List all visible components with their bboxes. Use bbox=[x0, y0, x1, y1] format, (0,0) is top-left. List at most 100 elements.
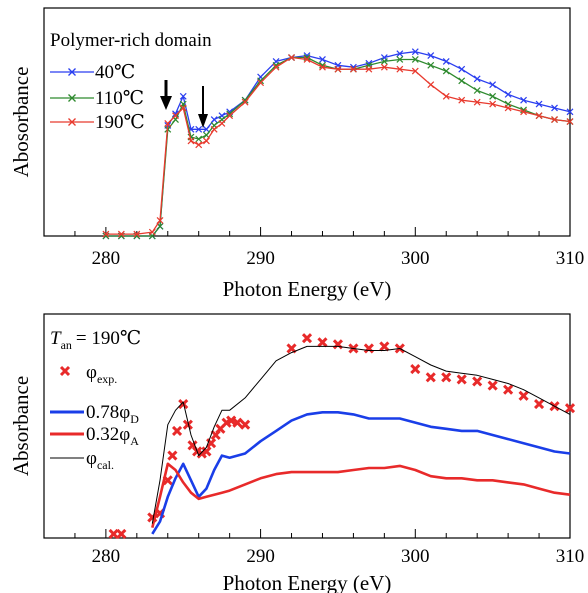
top-series-1-point bbox=[411, 56, 419, 63]
bottom-panel: 280 290 300 310 Absorbance Photon Energy (e… bbox=[9, 313, 585, 593]
top-series-1-point bbox=[226, 110, 234, 118]
legend-cal: φcal. bbox=[50, 448, 114, 472]
legend-cal-label: φcal. bbox=[86, 448, 114, 472]
top-series-0-point bbox=[551, 104, 558, 112]
bottom-x-tick-label-280: 280 bbox=[92, 546, 121, 567]
top-series-0-point bbox=[473, 75, 481, 83]
top-series-2-point bbox=[241, 98, 249, 106]
top-series-2-point bbox=[195, 141, 203, 149]
top-series-2-point bbox=[187, 137, 195, 145]
top-series-0-line bbox=[105, 51, 571, 237]
top-series-1-point bbox=[241, 96, 249, 104]
top-series-2-point bbox=[411, 67, 419, 75]
bottom-series-0-point bbox=[425, 372, 436, 383]
bottom-series-0-point bbox=[518, 390, 529, 401]
top-title: Polymer-rich domain bbox=[50, 30, 212, 51]
bottom-x-ticks: 280 290 300 310 bbox=[74, 529, 585, 567]
top-series-1-point bbox=[396, 56, 404, 63]
bottom-series-0-point bbox=[171, 425, 183, 436]
top-series-1-point bbox=[427, 61, 435, 69]
top-series-2-point bbox=[458, 96, 466, 104]
top-series-2-point bbox=[319, 63, 326, 71]
bottom-x-tick-label-290: 290 bbox=[246, 546, 275, 567]
legend-d: 0.78φD bbox=[50, 402, 139, 426]
legend-d-label: 0.78φD bbox=[86, 402, 139, 426]
arrow-1-icon bbox=[160, 80, 172, 110]
top-series-2-point bbox=[288, 54, 295, 61]
bottom-series-0-point bbox=[116, 528, 127, 539]
bottom-series-1-line bbox=[151, 410, 571, 535]
bottom-series-0-point bbox=[226, 415, 237, 426]
top-series-2-point bbox=[210, 125, 218, 133]
bottom-series-0-point bbox=[240, 419, 251, 430]
bottom-x-axis-label: Photon Energy (eV) bbox=[223, 571, 392, 593]
legend-a-label: 0.32φA bbox=[86, 424, 139, 448]
top-series-1-point bbox=[380, 57, 388, 65]
bottom-series-0-point bbox=[206, 438, 217, 449]
top-series-2-point bbox=[504, 104, 512, 112]
top-series-0-point bbox=[520, 96, 528, 104]
top-series-0-point bbox=[195, 125, 203, 133]
top-x-tick-label-300: 300 bbox=[401, 248, 430, 269]
top-series-1-line bbox=[105, 56, 571, 237]
legend-exp-label: φexp. bbox=[86, 362, 117, 386]
top-series-2-point bbox=[535, 112, 543, 120]
top-series-2-point bbox=[226, 112, 234, 120]
top-series-0-point bbox=[427, 52, 435, 60]
top-legend-marker-1 bbox=[68, 94, 76, 102]
bottom-x-tick-label-300: 300 bbox=[401, 546, 430, 567]
top-series-0-point bbox=[489, 81, 497, 89]
top-series-2-point bbox=[473, 98, 481, 106]
top-series-1-point bbox=[458, 77, 466, 85]
top-series-2-point bbox=[365, 65, 373, 73]
bottom-y-axis-label: Absorbance bbox=[9, 376, 33, 476]
bottom-series-group bbox=[108, 333, 576, 539]
top-series-0-point bbox=[411, 48, 419, 56]
top-series-0-point bbox=[458, 65, 466, 73]
bottom-series-0-point bbox=[167, 450, 178, 461]
bottom-series-0-point bbox=[317, 337, 328, 348]
top-series-2-point bbox=[172, 112, 179, 120]
top-series-2-point bbox=[133, 230, 141, 238]
top-series-2-line bbox=[105, 56, 571, 235]
bottom-plot-frame bbox=[43, 313, 571, 539]
bottom-series-0-point bbox=[182, 419, 193, 430]
top-series-1-point bbox=[442, 67, 450, 75]
top-series-0-point bbox=[210, 116, 218, 124]
bottom-series-0-point bbox=[456, 374, 467, 385]
top-series-1-point bbox=[257, 77, 265, 85]
top-series-2-point bbox=[203, 137, 210, 145]
bottom-series-0-point bbox=[503, 384, 514, 395]
top-series-2-point bbox=[179, 104, 187, 112]
top-y-axis-label: Abosorbance bbox=[9, 67, 33, 178]
top-series-2-point bbox=[442, 92, 450, 100]
bottom-series-0-point bbox=[108, 528, 119, 539]
top-x-tick-label-280: 280 bbox=[92, 248, 121, 269]
top-x-tick-label-290: 290 bbox=[246, 248, 275, 269]
top-series-0-point bbox=[442, 57, 450, 65]
bottom-series-0-point bbox=[363, 343, 374, 354]
top-series-1-point bbox=[473, 87, 481, 94]
top-legend: 40℃ 110℃ 190℃ bbox=[50, 62, 145, 133]
legend-exp: φexp. bbox=[59, 362, 117, 386]
top-series-2-point bbox=[380, 63, 388, 71]
bottom-series-2-line bbox=[151, 462, 571, 529]
top-series-0-point bbox=[535, 100, 543, 108]
top-legend-label-0: 40℃ bbox=[95, 62, 135, 83]
legend-a: 0.32φA bbox=[50, 424, 139, 448]
top-series-0-point bbox=[504, 90, 512, 98]
anneal-temperature-label: Tan = 190℃ bbox=[50, 328, 141, 352]
top-series-2-point bbox=[148, 228, 156, 236]
top-series-1-point bbox=[272, 61, 280, 69]
bottom-series-0-point bbox=[533, 399, 545, 410]
bottom-x-tick-label-310: 310 bbox=[556, 546, 585, 567]
top-series-2-point bbox=[257, 79, 265, 87]
top-series-2-point bbox=[218, 120, 226, 127]
top-series-2-point bbox=[156, 217, 164, 224]
top-series-2-point bbox=[489, 100, 497, 108]
top-legend-label-2: 190℃ bbox=[95, 112, 145, 133]
bottom-series-0-point bbox=[472, 376, 483, 387]
top-series-1-point bbox=[489, 92, 497, 100]
top-series-2-point bbox=[396, 65, 404, 73]
